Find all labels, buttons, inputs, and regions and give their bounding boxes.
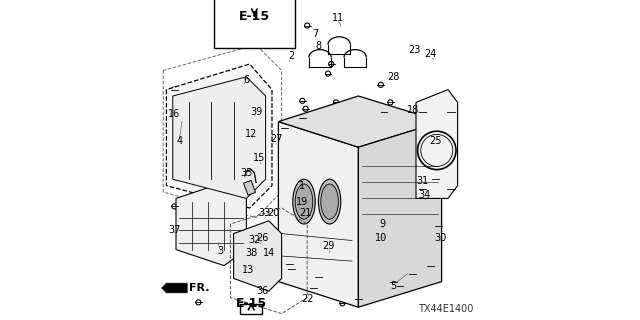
Text: FR.: FR. (189, 283, 209, 293)
Text: 34: 34 (418, 190, 430, 200)
Text: 16: 16 (168, 108, 180, 119)
Text: 25: 25 (429, 136, 442, 146)
Text: 32: 32 (248, 235, 260, 245)
Polygon shape (416, 90, 458, 198)
Text: 18: 18 (406, 105, 419, 116)
Text: 21: 21 (300, 208, 312, 218)
Text: 13: 13 (242, 265, 254, 276)
Text: 1: 1 (300, 180, 305, 191)
Text: 10: 10 (374, 233, 387, 244)
Text: 19: 19 (296, 196, 308, 207)
Text: 29: 29 (322, 241, 334, 252)
Polygon shape (161, 283, 187, 293)
Text: 36: 36 (256, 286, 269, 296)
Text: 30: 30 (434, 233, 446, 244)
Text: 5: 5 (390, 281, 397, 292)
Ellipse shape (293, 179, 316, 224)
Text: 2: 2 (288, 51, 294, 61)
Text: 31: 31 (416, 176, 429, 186)
Polygon shape (278, 122, 358, 307)
Text: 14: 14 (262, 248, 275, 258)
Text: E-15: E-15 (239, 10, 270, 23)
Text: 3: 3 (218, 246, 224, 256)
Ellipse shape (295, 184, 313, 219)
Text: 27: 27 (271, 134, 283, 144)
Text: 7: 7 (312, 28, 318, 39)
Bar (244, 180, 255, 195)
Text: E-15: E-15 (236, 297, 267, 310)
Polygon shape (173, 77, 266, 198)
Text: 35: 35 (240, 168, 253, 178)
Text: 6: 6 (243, 75, 250, 85)
Polygon shape (358, 122, 442, 307)
Text: 24: 24 (424, 49, 436, 60)
Text: 9: 9 (380, 219, 385, 229)
Ellipse shape (321, 184, 339, 219)
Text: 15: 15 (253, 153, 266, 164)
Text: 37: 37 (168, 225, 180, 236)
Text: 11: 11 (332, 12, 344, 23)
Text: 12: 12 (245, 129, 257, 140)
Text: 22: 22 (301, 294, 314, 304)
Polygon shape (176, 182, 246, 266)
Polygon shape (278, 96, 442, 147)
Text: 20: 20 (268, 208, 280, 218)
Text: 8: 8 (316, 41, 321, 52)
Text: 4: 4 (176, 136, 182, 146)
Text: 26: 26 (256, 233, 269, 244)
Text: 28: 28 (387, 72, 400, 82)
Text: 23: 23 (408, 44, 420, 55)
Polygon shape (234, 221, 282, 291)
Text: 39: 39 (250, 107, 262, 117)
Text: 33: 33 (258, 208, 270, 218)
Text: 38: 38 (245, 248, 257, 258)
Polygon shape (166, 64, 272, 208)
Text: TX44E1400: TX44E1400 (418, 304, 474, 314)
Text: 17: 17 (220, 12, 232, 23)
Ellipse shape (319, 179, 341, 224)
